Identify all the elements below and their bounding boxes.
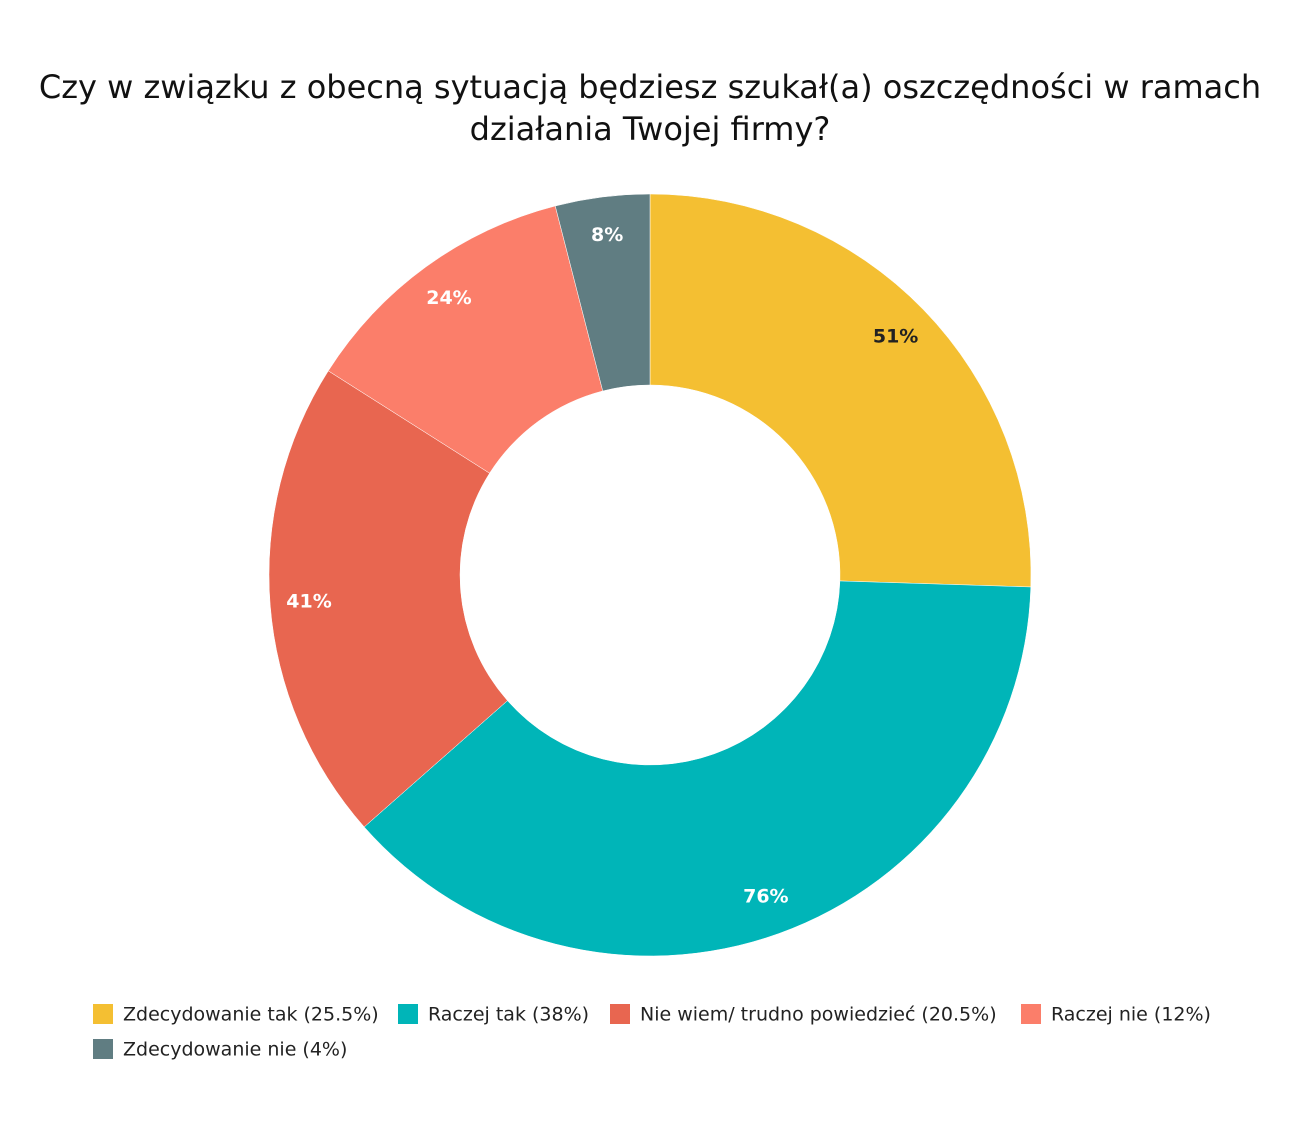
data-label: 8%: [591, 224, 623, 246]
chart-title: Czy w związku z obecną sytuacją będziesz…: [38, 68, 1262, 148]
donut-slice: [327, 205, 604, 474]
donut-slice: [363, 580, 1032, 957]
legend-label: Zdecydowanie tak (25.5%): [123, 1004, 379, 1026]
legend-label: Zdecydowanie nie (4%): [123, 1039, 347, 1061]
legend-label: Nie wiem/ trudno powiedzieć (20.5%): [640, 1004, 997, 1026]
legend-label: Raczej tak (38%): [428, 1004, 589, 1026]
legend-swatch: [93, 1039, 113, 1059]
donut-slice: [554, 193, 651, 392]
donut-slice: [649, 193, 1032, 588]
data-label: 76%: [743, 885, 788, 907]
legend-swatch: [93, 1004, 113, 1024]
legend-swatch: [398, 1004, 418, 1024]
legend-swatch: [610, 1004, 630, 1024]
data-label: 41%: [286, 590, 331, 612]
data-label: 51%: [873, 325, 918, 347]
legend-swatch: [1021, 1004, 1041, 1024]
donut-slice: [268, 370, 508, 828]
data-label: 24%: [426, 287, 471, 309]
legend-label: Raczej nie (12%): [1051, 1004, 1211, 1026]
